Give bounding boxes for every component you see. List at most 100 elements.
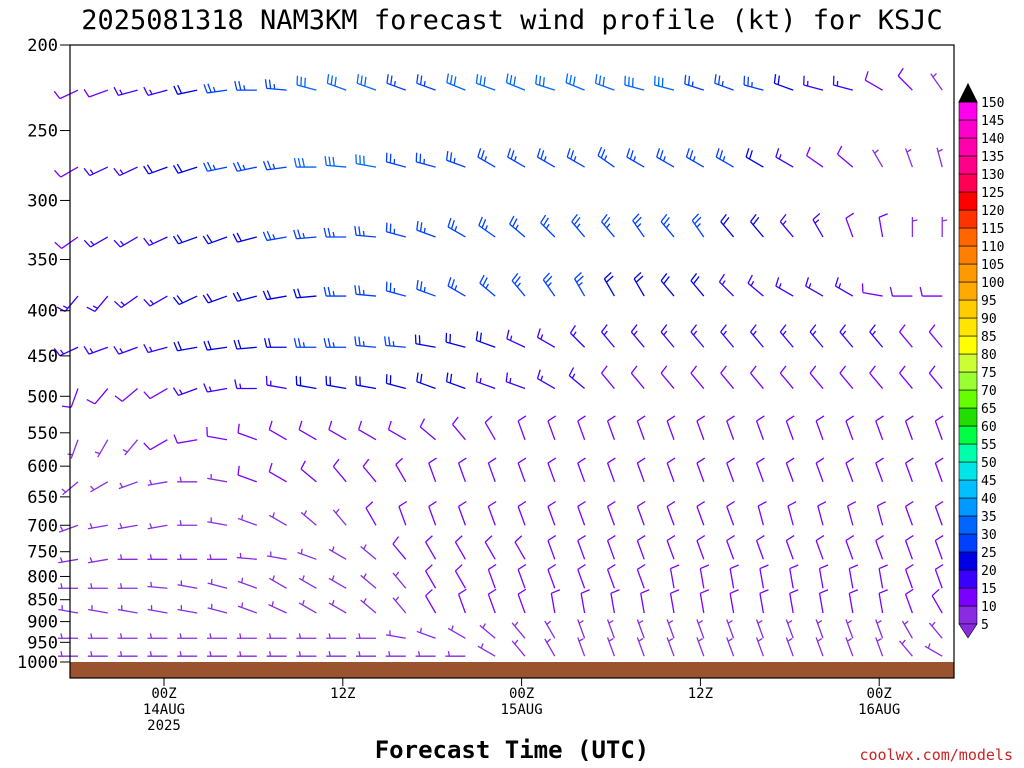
wind-barb	[924, 643, 943, 657]
wind-barb	[745, 148, 764, 168]
wind-barb	[666, 637, 675, 657]
wind-barb	[535, 74, 556, 91]
wind-barb	[726, 535, 735, 560]
wind-barb	[113, 345, 138, 355]
wind-barb	[266, 633, 287, 639]
wind-barb	[934, 535, 944, 560]
wind-barb	[660, 273, 675, 297]
wind-barb	[904, 588, 914, 614]
wind-barb	[296, 633, 317, 639]
wind-barb	[117, 583, 138, 589]
wind-barb	[934, 500, 944, 526]
colorbar-swatch	[958, 587, 978, 607]
colorbar-swatch	[958, 335, 978, 355]
colorbar-swatch	[958, 227, 978, 247]
wind-barb	[630, 365, 645, 389]
wind-barb	[861, 283, 883, 297]
colorbar-swatch	[958, 425, 978, 445]
wind-barb	[817, 501, 827, 526]
wind-barb	[626, 148, 645, 168]
wind-barb	[789, 564, 799, 589]
wind-barb	[236, 633, 257, 639]
wind-barb	[177, 605, 198, 614]
wind-barb	[845, 535, 855, 560]
wind-barb	[726, 637, 735, 657]
wind-barb	[428, 500, 437, 526]
wind-barb	[487, 457, 497, 483]
wind-barb	[203, 383, 228, 393]
wind-barb	[726, 500, 735, 526]
colorbar-tick-label: 140	[981, 132, 1004, 147]
wind-barb	[268, 575, 287, 589]
wind-barb	[779, 365, 794, 389]
wind-barb	[266, 551, 287, 560]
y-tick-label: 250	[27, 122, 58, 142]
wind-barb	[53, 346, 79, 357]
wind-barb	[398, 500, 408, 526]
colorbar-swatch	[958, 569, 978, 589]
y-tick-label: 300	[27, 191, 58, 211]
wind-barb	[385, 374, 406, 390]
colorbar-tick-label: 135	[981, 150, 1004, 165]
colorbar-tick-label: 50	[981, 456, 997, 471]
wind-barb	[931, 588, 943, 614]
wind-barb	[325, 375, 347, 390]
wind-barb	[747, 274, 764, 297]
colorbar-tick-label: 75	[981, 366, 997, 381]
wind-barb	[147, 605, 168, 614]
wind-barb	[297, 548, 317, 560]
wind-barb	[203, 161, 228, 172]
wind-barb	[803, 75, 824, 91]
wind-barb	[899, 639, 913, 657]
colorbar-max-arrow	[958, 82, 978, 103]
chart-title: 2025081318 NAM3KM forecast wind profile …	[81, 5, 943, 36]
wind-barb	[606, 415, 616, 440]
wind-barb	[715, 148, 734, 168]
wind-barb	[936, 147, 943, 168]
x-tick-label: 00Z	[509, 686, 534, 702]
wind-barb	[509, 215, 526, 238]
colorbar-swatch	[958, 299, 978, 319]
wind-barb	[899, 324, 913, 348]
wind-barb	[875, 619, 884, 639]
wind-barb	[326, 651, 347, 657]
wind-barb	[848, 564, 859, 589]
wind-barb	[773, 74, 794, 91]
wind-barb	[87, 633, 108, 639]
colorbar-swatch	[958, 119, 978, 139]
x-tick-label: 15AUG	[501, 702, 543, 718]
wind-barb	[544, 620, 556, 639]
colorbar-tick-label: 70	[981, 384, 997, 399]
wind-barb	[385, 222, 406, 238]
wind-barb	[577, 500, 586, 526]
wind-barb	[878, 589, 888, 614]
wind-barb	[172, 234, 198, 245]
wind-barb	[699, 589, 710, 614]
wind-barb	[864, 71, 883, 91]
wind-barb	[385, 651, 406, 657]
wind-barb	[147, 554, 168, 560]
wind-barb	[419, 418, 437, 441]
colorbar-swatch	[958, 533, 978, 553]
wind-barb	[636, 415, 646, 440]
x-tick-label: 14AUG	[143, 702, 185, 718]
wind-barb	[354, 336, 377, 348]
wind-barb	[899, 365, 913, 389]
wind-barb	[457, 588, 467, 614]
wind-barb	[207, 651, 227, 657]
wind-barb	[507, 148, 526, 168]
wind-barb	[904, 500, 914, 526]
wind-barb	[67, 439, 79, 459]
colorbar-min-arrow	[958, 623, 978, 639]
colorbar-tick-label: 80	[981, 348, 997, 363]
wind-barb	[207, 554, 227, 560]
wind-barb	[542, 272, 556, 297]
wind-barb	[143, 236, 168, 247]
wind-barb	[696, 619, 705, 639]
wind-barb	[203, 83, 228, 94]
x-tick-label: 12Z	[688, 686, 713, 702]
wind-barb	[517, 588, 527, 614]
wind-barb	[878, 564, 888, 589]
wind-barb	[904, 457, 914, 483]
colorbar-tick-label: 145	[981, 114, 1004, 129]
